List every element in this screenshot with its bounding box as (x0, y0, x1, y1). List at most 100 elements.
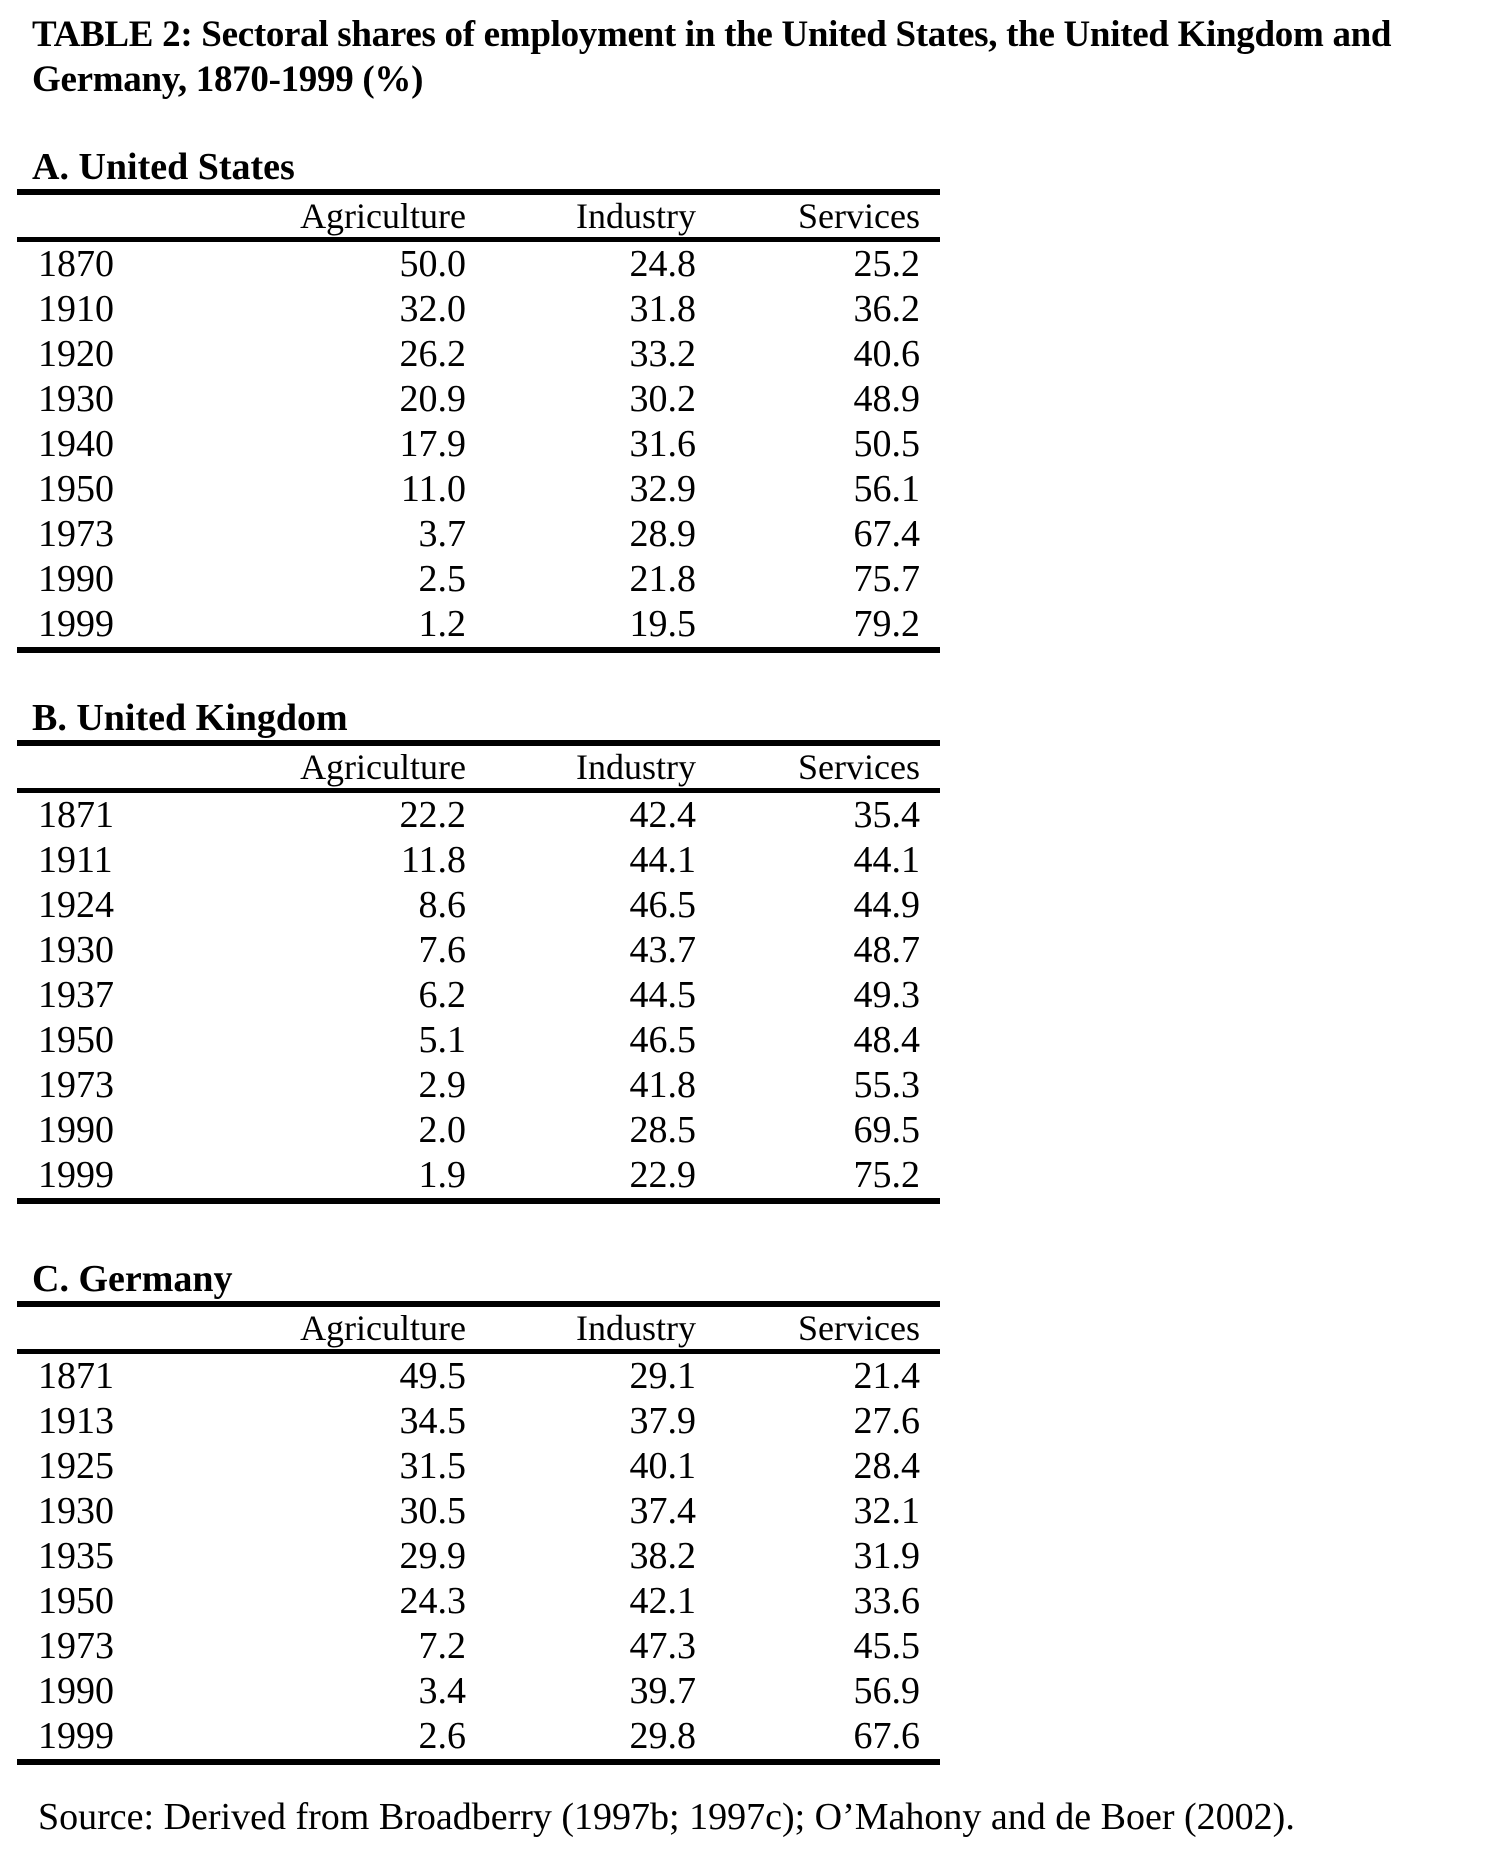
value-cell: 44.5 (629, 974, 697, 1016)
header-spacer (17, 192, 217, 242)
year-cell: 1990 (38, 1670, 114, 1712)
value-cell: 37.4 (629, 1490, 697, 1532)
year-cell: 1950 (38, 468, 114, 510)
table-row: 1924 8.6 46.5 44.9 (17, 883, 940, 928)
table-row: 1973 2.9 41.8 55.3 (17, 1063, 940, 1108)
value-cell: 46.5 (629, 1019, 697, 1061)
value-cell: 1.2 (418, 603, 467, 645)
table-row: 1973 3.7 28.9 67.4 (17, 512, 940, 557)
year-cell: 1910 (38, 288, 114, 330)
value-cell: 26.2 (399, 333, 467, 375)
value-cell: 67.4 (853, 513, 921, 555)
year-cell: 1930 (38, 1490, 114, 1532)
value-cell: 67.6 (853, 1715, 921, 1757)
table-row: 1973 7.2 47.3 45.5 (17, 1624, 940, 1669)
value-cell: 49.5 (399, 1355, 467, 1397)
year-cell: 1973 (38, 1625, 114, 1667)
value-cell: 40.1 (629, 1445, 697, 1487)
table-row: 1990 3.4 39.7 56.9 (17, 1669, 940, 1714)
value-cell: 32.9 (629, 468, 697, 510)
value-cell: 24.8 (629, 243, 697, 285)
value-cell: 41.8 (629, 1064, 697, 1106)
value-cell: 3.4 (418, 1670, 467, 1712)
table-row: 1950 24.3 42.1 33.6 (17, 1579, 940, 1624)
table-row: 1999 1.9 22.9 75.2 (17, 1153, 940, 1201)
table-title: TABLE 2: Sectoral shares of employment i… (32, 12, 1392, 102)
year-cell: 1950 (38, 1019, 114, 1061)
header-row: Agriculture Industry Services (17, 192, 940, 242)
value-cell: 2.9 (418, 1064, 467, 1106)
value-cell: 2.6 (418, 1715, 467, 1757)
table-row: 1930 30.5 37.4 32.1 (17, 1489, 940, 1534)
value-cell: 2.0 (418, 1109, 467, 1151)
panel-heading-germany: C. Germany (32, 1258, 233, 1300)
value-cell: 29.1 (629, 1355, 697, 1397)
header-spacer (17, 1304, 217, 1354)
value-cell: 28.9 (629, 513, 697, 555)
value-cell: 22.9 (629, 1154, 697, 1196)
employment-table-united-kingdom: Agriculture Industry Services 1871 22.2 … (17, 740, 940, 1204)
panel-germany: C. Germany Agriculture Industry Services… (17, 1257, 940, 1765)
value-cell: 21.4 (853, 1355, 921, 1397)
value-cell: 35.4 (853, 794, 921, 836)
column-header-agriculture: Agriculture (217, 1304, 466, 1354)
column-header-industry: Industry (466, 192, 696, 242)
value-cell: 29.8 (629, 1715, 697, 1757)
value-cell: 50.0 (399, 243, 467, 285)
table-row: 1990 2.0 28.5 69.5 (17, 1108, 940, 1153)
value-cell: 39.7 (629, 1670, 697, 1712)
value-cell: 50.5 (853, 423, 921, 465)
year-cell: 1999 (38, 1154, 114, 1196)
year-cell: 1913 (38, 1400, 114, 1442)
value-cell: 44.1 (629, 839, 697, 881)
column-header-agriculture: Agriculture (217, 192, 466, 242)
table-row: 1913 34.5 37.9 27.6 (17, 1399, 940, 1444)
value-cell: 6.2 (418, 974, 467, 1016)
value-cell: 30.2 (629, 378, 697, 420)
value-cell: 28.5 (629, 1109, 697, 1151)
table-row: 1935 29.9 38.2 31.9 (17, 1534, 940, 1579)
value-cell: 37.9 (629, 1400, 697, 1442)
header-row: Agriculture Industry Services (17, 1304, 940, 1354)
year-cell: 1930 (38, 929, 114, 971)
value-cell: 7.6 (418, 929, 467, 971)
year-cell: 1950 (38, 1580, 114, 1622)
value-cell: 75.2 (853, 1154, 921, 1196)
value-cell: 56.9 (853, 1670, 921, 1712)
panel-united-kingdom: B. United Kingdom Agriculture Industry S… (17, 696, 940, 1204)
source-note: Source: Derived from Broadberry (1997b; … (38, 1796, 1295, 1838)
value-cell: 25.2 (853, 243, 921, 285)
table-row: 1925 31.5 40.1 28.4 (17, 1444, 940, 1489)
column-header-services: Services (696, 743, 940, 793)
value-cell: 44.9 (853, 884, 921, 926)
year-cell: 1924 (38, 884, 114, 926)
year-cell: 1990 (38, 558, 114, 600)
employment-table-united-states: Agriculture Industry Services 1870 50.0 … (17, 189, 940, 653)
year-cell: 1999 (38, 1715, 114, 1757)
value-cell: 31.5 (399, 1445, 467, 1487)
year-cell: 1990 (38, 1109, 114, 1151)
value-cell: 28.4 (853, 1445, 921, 1487)
table-row: 1910 32.0 31.8 36.2 (17, 287, 940, 332)
column-header-services: Services (696, 192, 940, 242)
value-cell: 33.2 (629, 333, 697, 375)
value-cell: 3.7 (418, 513, 467, 555)
table-row: 1999 2.6 29.8 67.6 (17, 1714, 940, 1762)
value-cell: 33.6 (853, 1580, 921, 1622)
value-cell: 31.8 (629, 288, 697, 330)
value-cell: 40.6 (853, 333, 921, 375)
value-cell: 45.5 (853, 1625, 921, 1667)
value-cell: 79.2 (853, 603, 921, 645)
year-cell: 1935 (38, 1535, 114, 1577)
value-cell: 49.3 (853, 974, 921, 1016)
panel-heading-united-kingdom: B. United Kingdom (32, 697, 348, 739)
table-row: 1870 50.0 24.8 25.2 (17, 240, 940, 288)
value-cell: 34.5 (399, 1400, 467, 1442)
value-cell: 8.6 (418, 884, 467, 926)
table-row: 1871 22.2 42.4 35.4 (17, 791, 940, 839)
year-cell: 1973 (38, 1064, 114, 1106)
year-cell: 1871 (38, 1355, 114, 1397)
table-row: 1940 17.9 31.6 50.5 (17, 422, 940, 467)
value-cell: 22.2 (399, 794, 467, 836)
